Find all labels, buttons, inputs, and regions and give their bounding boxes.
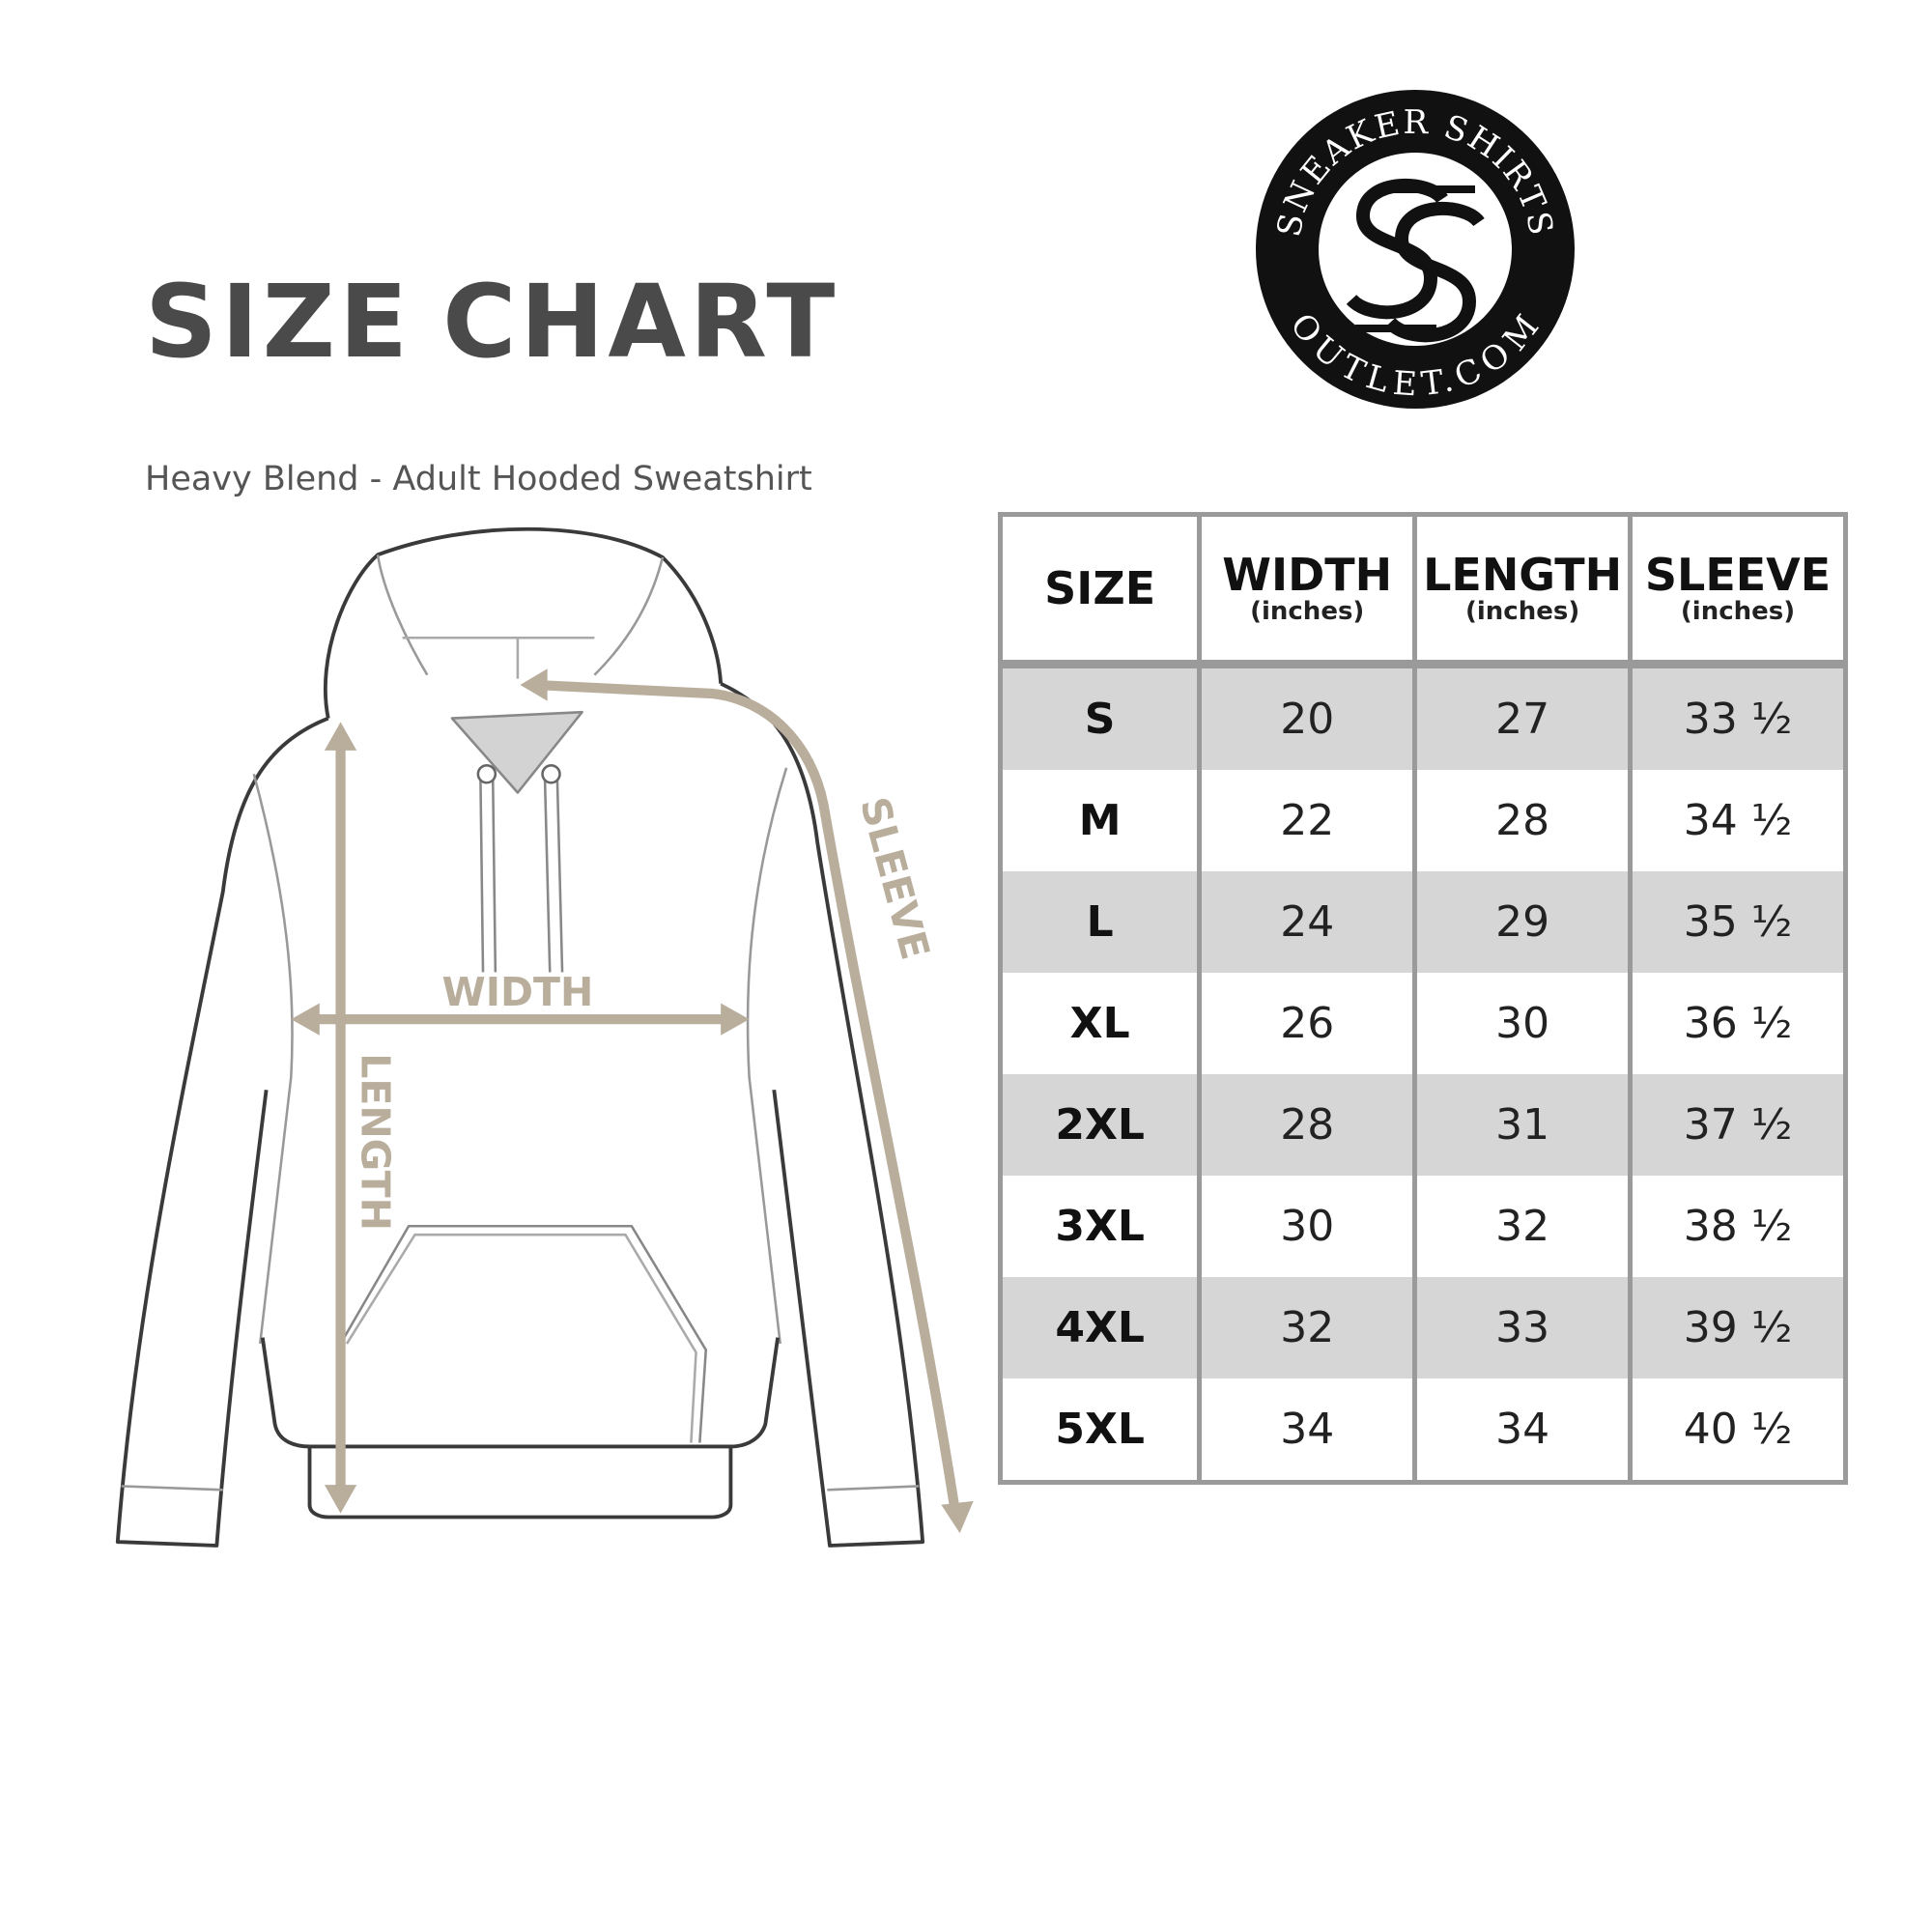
size-cell: M: [997, 770, 1203, 871]
sleeve-cell: 39 ½: [1628, 1277, 1848, 1378]
table-row: 3XL 30 32 38 ½: [997, 1176, 1848, 1277]
product-subtitle: Heavy Blend - Adult Hooded Sweatshirt: [145, 460, 812, 498]
length-cell: 28: [1412, 770, 1634, 871]
table-row: L 24 29 35 ½: [997, 871, 1848, 973]
width-cell: 20: [1197, 664, 1418, 770]
size-cell: 4XL: [997, 1277, 1203, 1378]
length-cell: 32: [1412, 1176, 1634, 1277]
size-cell: L: [997, 871, 1203, 973]
column-header-size: SIZE: [997, 512, 1203, 668]
table-header-row: SIZE WIDTH (inches) LENGTH (inches) SLEEVE…: [997, 512, 1848, 668]
sleeve-cell: 40 ½: [1628, 1378, 1848, 1483]
width-cell: 32: [1197, 1277, 1418, 1378]
waistband: [307, 1446, 733, 1520]
sleeve-cell: 34 ½: [1628, 770, 1848, 871]
pocket: [339, 1224, 708, 1443]
sleeve-arrow: [529, 679, 961, 1522]
left-sleeve: [115, 716, 329, 1548]
size-table: SIZE WIDTH (inches) LENGTH (inches) SLEEVE…: [997, 512, 1848, 1485]
column-header-length: LENGTH (inches): [1412, 512, 1634, 668]
right-sleeve: [720, 681, 925, 1548]
table-row: 4XL 32 33 39 ½: [997, 1277, 1848, 1378]
width-cell: 28: [1197, 1074, 1418, 1176]
sleeve-cell: 37 ½: [1628, 1074, 1848, 1176]
length-cell: 33: [1412, 1277, 1634, 1378]
table-row: M 22 28 34 ½: [997, 770, 1848, 871]
table-row: XL 26 30 36 ½: [997, 973, 1848, 1074]
length-cell: 29: [1412, 871, 1634, 973]
size-cell: XL: [997, 973, 1203, 1074]
table-row: 2XL 28 31 37 ½: [997, 1074, 1848, 1176]
page-title: SIZE CHART: [145, 263, 869, 381]
length-cell: 27: [1412, 664, 1634, 770]
monogram-graphic: [1346, 178, 1485, 343]
size-cell: 5XL: [997, 1378, 1203, 1483]
size-cell: 3XL: [997, 1176, 1203, 1277]
length-cell: 30: [1412, 973, 1634, 1074]
size-cell: 2XL: [997, 1074, 1203, 1176]
hood-outline: [323, 526, 724, 719]
width-cell: 30: [1197, 1176, 1418, 1277]
column-header-sleeve: SLEEVE (inches): [1628, 512, 1848, 668]
length-label: LENGTH: [352, 1053, 398, 1231]
column-header-width: WIDTH (inches): [1197, 512, 1418, 668]
width-cell: 34: [1197, 1378, 1418, 1483]
title-word: CHART: [442, 263, 839, 381]
table-row: 5XL 34 34 40 ½: [997, 1378, 1848, 1483]
width-label: WIDTH: [441, 969, 593, 1015]
body-outline: [260, 1337, 781, 1449]
length-cell: 31: [1412, 1074, 1634, 1176]
width-cell: 22: [1197, 770, 1418, 871]
brand-logo: SNEAKER SHIRTS OUTLET.COM: [1256, 90, 1575, 409]
sleeve-cell: 36 ½: [1628, 973, 1848, 1074]
title-word: SIZE: [145, 263, 412, 381]
width-cell: 24: [1197, 871, 1418, 973]
table-row: S 20 27 33 ½: [997, 664, 1848, 770]
size-cell: S: [997, 664, 1203, 770]
sleeve-label: SLEEVE: [851, 792, 939, 964]
sleeve-cell: 33 ½: [1628, 664, 1848, 770]
sleeve-cell: 38 ½: [1628, 1176, 1848, 1277]
width-cell: 26: [1197, 973, 1418, 1074]
sleeve-cell: 35 ½: [1628, 871, 1848, 973]
length-cell: 34: [1412, 1378, 1634, 1483]
